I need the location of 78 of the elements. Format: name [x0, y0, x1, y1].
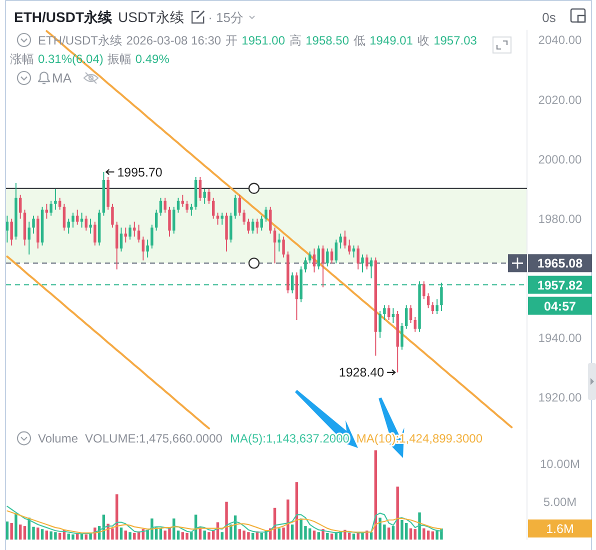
- bar: [40, 529, 44, 540]
- bar: [400, 520, 404, 540]
- bar: [317, 532, 320, 540]
- annotation: 1957.03: [434, 33, 478, 48]
- bar: [418, 512, 421, 540]
- bar: [36, 528, 40, 540]
- text: 1.6M: [546, 522, 574, 536]
- bar: [186, 532, 188, 540]
- annotation: 1949.01: [370, 33, 414, 48]
- bar: [238, 529, 242, 540]
- bar: [392, 526, 395, 540]
- bar: [181, 532, 184, 540]
- bar: [203, 530, 206, 540]
- candlestick: [89, 218, 92, 234]
- bar: [225, 502, 228, 540]
- chart-subtitle: USDT永续: [118, 9, 184, 25]
- y-tick-label: 10.00M: [540, 457, 580, 472]
- bar: [422, 528, 426, 540]
- bar: [387, 528, 390, 540]
- annotation: 1958.50: [306, 33, 350, 48]
- text: 0s: [542, 10, 556, 25]
- bar: [414, 529, 417, 540]
- bar: [6, 522, 9, 540]
- line-series: [6, 510, 442, 534]
- bar: [220, 532, 224, 540]
- candlestick: [133, 222, 136, 237]
- bar: [322, 529, 324, 540]
- annotation: 0.49%: [135, 52, 170, 66]
- chart-title: ETH/USDT永续: [14, 9, 113, 25]
- annotation: 涨幅: [10, 52, 34, 66]
- annotation: 1951.00: [242, 33, 286, 48]
- bar: [133, 532, 136, 540]
- annotation: 高: [289, 33, 302, 48]
- candlestick: [190, 204, 193, 216]
- y-tick-label: 1980.00: [538, 212, 582, 226]
- ref-line-label: 1957.82: [537, 278, 583, 292]
- bar: [326, 532, 329, 540]
- bar: [352, 534, 356, 540]
- bar: [426, 530, 430, 540]
- bar: [120, 528, 123, 540]
- annotation: 1995.70: [117, 165, 162, 180]
- y-tick-label: 2020.00: [538, 92, 582, 107]
- bar: [361, 532, 364, 540]
- bar: [14, 513, 18, 540]
- bar: [176, 530, 180, 540]
- annotation: MA: [52, 70, 72, 86]
- y-tick-label: 5.00M: [543, 495, 577, 510]
- annotation: VOLUME:1,475,660.0000: [85, 432, 223, 446]
- line-series: [6, 256, 210, 430]
- bar: [128, 532, 132, 540]
- bar: [10, 523, 13, 540]
- annotation: 低: [353, 33, 366, 48]
- text: MA(5): [230, 432, 263, 446]
- annotation: 开: [225, 33, 238, 48]
- y-tick-label: 2040.00: [538, 33, 582, 48]
- bar: [18, 524, 22, 540]
- y-tick-label: 2000.00: [538, 152, 582, 166]
- bar: [330, 534, 334, 540]
- ref-line-label: 1965.08: [537, 256, 583, 271]
- bar: [124, 530, 127, 540]
- bar: [45, 530, 48, 540]
- bar: [344, 530, 346, 540]
- annotation: 1928.40: [338, 366, 384, 380]
- bar: [290, 524, 294, 540]
- annotation: 2026-03-08 16:30: [126, 33, 222, 48]
- y-tick-label: 1920.00: [538, 390, 582, 405]
- chart-title: Volume: [38, 432, 78, 446]
- bar: [23, 526, 26, 540]
- y-tick-label: 1940.00: [538, 331, 582, 346]
- text: · 15分: [208, 10, 244, 25]
- bar: [312, 530, 316, 540]
- line-series: [6, 506, 442, 534]
- bar: [208, 532, 210, 540]
- annotation: 收: [417, 33, 430, 48]
- candlestick: [54, 188, 57, 210]
- bar: [396, 486, 399, 540]
- text: 04:57: [544, 299, 576, 314]
- annotation: 振幅: [107, 52, 132, 66]
